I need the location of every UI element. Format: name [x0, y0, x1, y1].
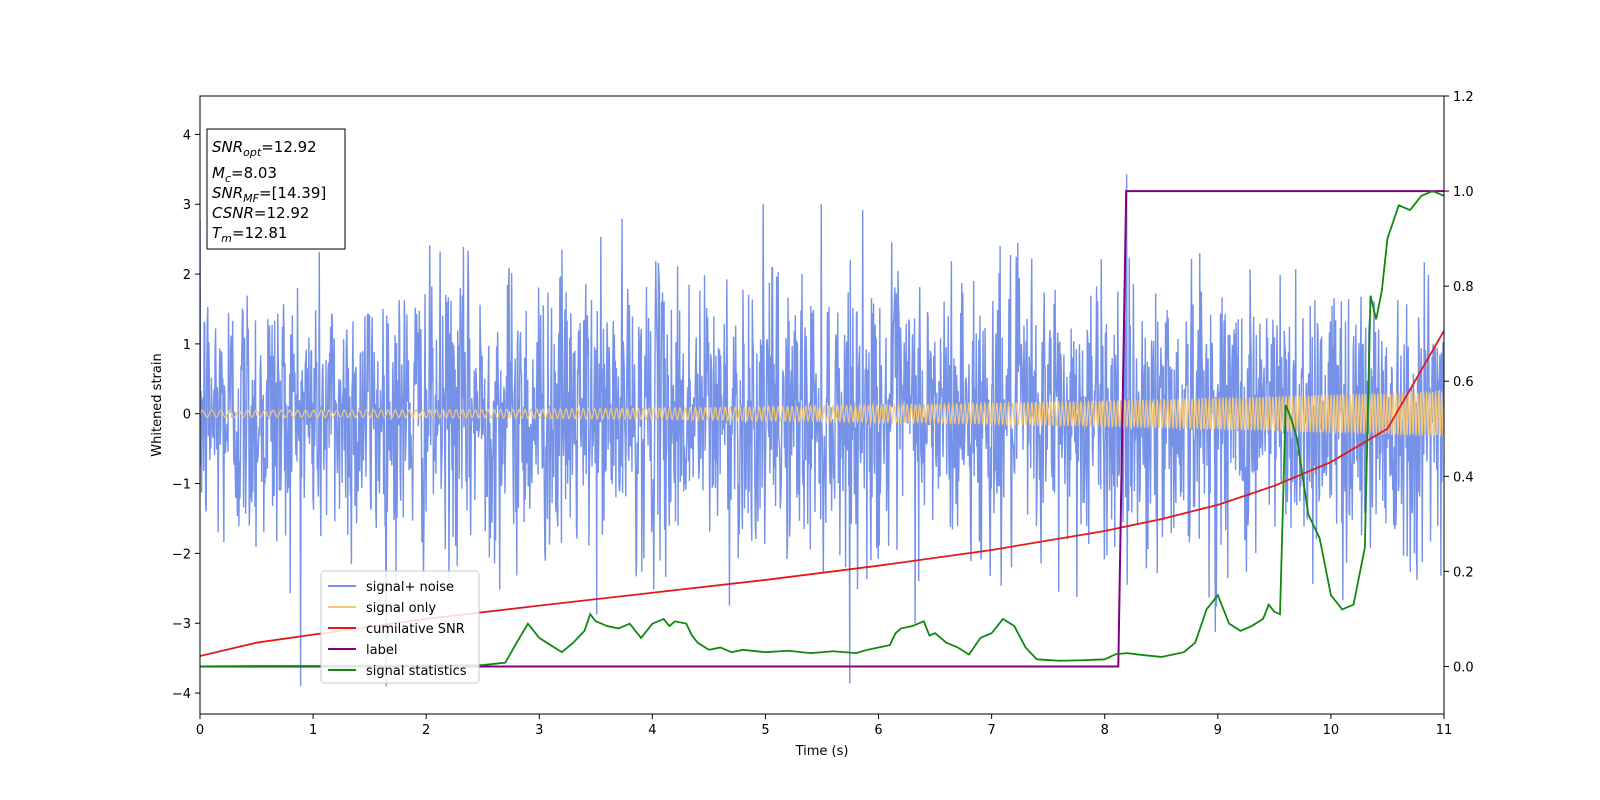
- y2-tick-label: 0.8: [1453, 280, 1474, 295]
- info-box-line: CSNR=12.92: [212, 204, 309, 222]
- y-tick-label: −2: [172, 547, 191, 562]
- y2-tick-label: 1.2: [1453, 90, 1474, 105]
- series-signal-statistics: [200, 190, 1444, 668]
- y-tick-label: 3: [183, 198, 191, 213]
- plot-frame: [199, 95, 1445, 715]
- series-signal-noise: [200, 174, 1444, 687]
- x-tick-label: 7: [987, 723, 995, 738]
- y-tick-label: −3: [172, 617, 191, 632]
- x-axis-label: Time (s): [795, 744, 849, 759]
- x-tick-label: 10: [1323, 723, 1340, 738]
- y2-tick-label: 0.2: [1453, 565, 1474, 580]
- x-tick-label: 9: [1214, 723, 1222, 738]
- legend: signal+ noise signal only cumilative SNR la…: [320, 570, 480, 684]
- y2-tick-label: 1.0: [1453, 185, 1474, 200]
- y-tick-label: 4: [183, 128, 191, 143]
- x-tick-label: 4: [648, 723, 656, 738]
- y-tick-label: 2: [183, 268, 191, 283]
- axes-ticks: 0 1 2 3 4 5 6 7 8 9 10 11 −4 −3 −2 −1 0 1 2 3 4 0.0 0.2 0.4 0.6 0…: [172, 90, 1474, 738]
- info-box-line: Mc=8.03: [212, 164, 277, 185]
- x-tick-label: 8: [1101, 723, 1109, 738]
- y2-tick-label: 0.6: [1453, 375, 1474, 390]
- info-box-frame: [206, 128, 346, 250]
- legend-entry-label: signal statistics: [366, 664, 467, 679]
- x-tick-label: 3: [535, 723, 543, 738]
- y-tick-label: 0: [183, 408, 191, 423]
- x-tick-label: 1: [309, 723, 317, 738]
- legend-entry-label: signal only: [366, 601, 436, 616]
- info-box-line: Tm=12.81: [212, 224, 287, 245]
- x-tick-label: 2: [422, 723, 430, 738]
- x-tick-label: 11: [1436, 723, 1453, 738]
- y-tick-label: 1: [183, 338, 191, 353]
- x-tick-label: 0: [196, 723, 204, 738]
- series-signal-only: [200, 390, 1444, 437]
- y2-tick-label: 0.4: [1453, 470, 1474, 485]
- y-tick-label: −1: [172, 478, 191, 493]
- y-axis-label: Whitened strain: [150, 353, 165, 456]
- legend-frame: [320, 570, 480, 684]
- series-label: [200, 190, 1444, 668]
- y-tick-label: −4: [172, 687, 191, 702]
- x-tick-label: 6: [874, 723, 882, 738]
- info-box-line: SNRopt=12.92: [212, 138, 317, 159]
- x-tick-label: 5: [761, 723, 769, 738]
- info-box: SNRopt=12.92 Mc=8.03SNRMF=[14.39]CSNR=12.…: [206, 128, 346, 250]
- legend-entry-label: cumilative SNR: [366, 622, 465, 637]
- legend-entry-label: signal+ noise: [366, 580, 454, 595]
- y2-tick-label: 0.0: [1453, 660, 1474, 675]
- legend-entry-label: label: [366, 643, 397, 658]
- info-box-line: SNRMF=[14.39]: [212, 184, 326, 205]
